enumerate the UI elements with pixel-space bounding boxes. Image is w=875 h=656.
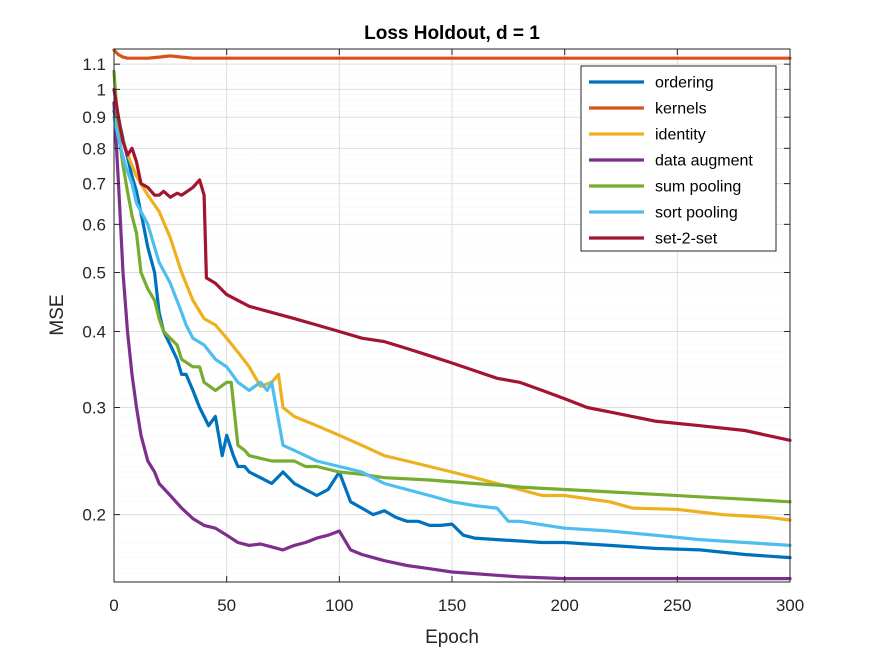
y-tick-label: 0.8 (82, 139, 106, 158)
chart-title: Loss Holdout, d = 1 (364, 23, 540, 44)
x-tick-label: 0 (109, 596, 118, 615)
x-tick-label: 250 (663, 596, 691, 615)
ticks: 0.2 0.3 0.4 0.5 0.6 0.7 0.8 0.9 1 1.1 0 50 100 150 200… (82, 49, 804, 615)
series-line-sum-pooling (112, 69, 792, 504)
series-line-identity (112, 101, 792, 522)
y-tick-label: 0.9 (82, 108, 106, 127)
legend-label: ordering (655, 75, 714, 92)
y-tick-label: 0.6 (82, 215, 106, 234)
x-axis-label: Epoch (425, 627, 479, 648)
x-tick-label: 100 (325, 596, 353, 615)
y-tick-label: 1 (97, 80, 106, 99)
series-layer (112, 48, 792, 581)
y-tick-label: 0.2 (82, 506, 106, 525)
series-line-sort-pooling (112, 115, 792, 547)
y-tick-label: 0.4 (82, 322, 106, 341)
legend-label: sort pooling (655, 205, 738, 222)
y-tick-label: 0.7 (82, 175, 106, 194)
y-tick-label: 0.3 (82, 399, 106, 418)
x-tick-label: 300 (776, 596, 804, 615)
series-line-set-2-set (112, 87, 792, 442)
legend-label: data augment (655, 153, 753, 170)
y-axis-label: MSE (47, 294, 68, 335)
legend-label: sum pooling (655, 179, 741, 196)
series-line-kernels (112, 48, 792, 60)
x-tick-label: 150 (438, 596, 466, 615)
legend-label: identity (655, 127, 706, 144)
y-tick-label: 1.1 (82, 55, 106, 74)
y-tick-label: 0.5 (82, 264, 106, 283)
legend-label: kernels (655, 101, 707, 118)
x-tick-label: 50 (217, 596, 236, 615)
series-line-data-augment (112, 101, 792, 581)
x-tick-label: 200 (550, 596, 578, 615)
legend-label: set-2-set (655, 231, 718, 248)
legend: ordering kernels identity data augment sum p… (580, 65, 777, 252)
